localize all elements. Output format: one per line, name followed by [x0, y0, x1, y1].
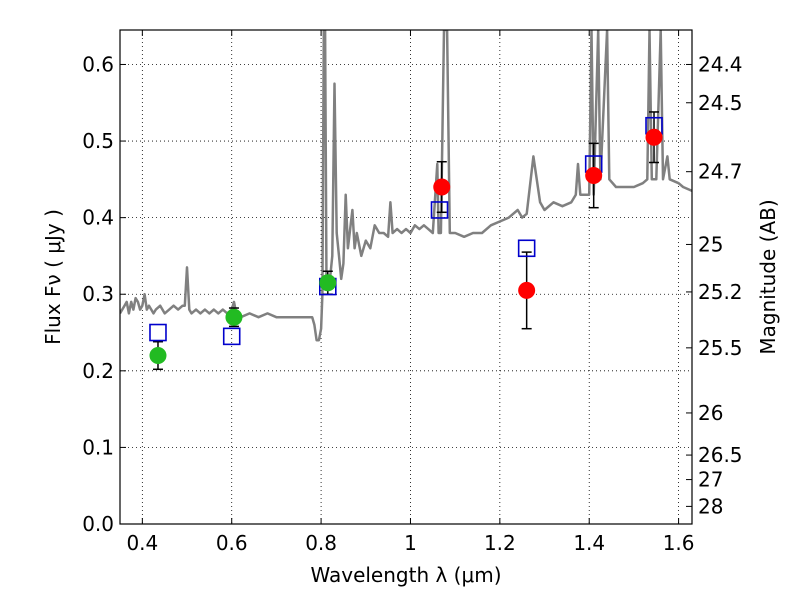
- x-tick-label: 1.2: [484, 531, 516, 555]
- right-tick-label: 25.2: [698, 280, 743, 304]
- y-axis-label: Flux Fν ( μJy ): [41, 209, 65, 345]
- x-tick-label: 1.4: [573, 531, 605, 555]
- right-tick-label: 24.5: [698, 91, 743, 115]
- ticks: 0.4 0.6 0.8 1 1.2 1.4 1.6 0.0 0.1 0.2 0.3 0.4 0.5 0.6…: [82, 30, 743, 555]
- model-flux-square: [222, 327, 241, 346]
- model-flux-square: [517, 239, 536, 258]
- model-spectrum-line: [120, 30, 692, 342]
- observed-flux-point: [149, 347, 167, 365]
- right-tick-label: 26.5: [698, 443, 743, 467]
- y-tick-label: 0.4: [82, 206, 114, 230]
- observed-flux-point: [585, 167, 603, 185]
- right-tick-label: 26: [698, 401, 723, 425]
- x-tick-label: 0.6: [216, 531, 248, 555]
- y-tick-label: 0.3: [82, 282, 114, 306]
- y-tick-label: 0.5: [82, 129, 114, 153]
- x-tick-label: 0.4: [126, 531, 158, 555]
- y-tick-label: 0.6: [82, 52, 114, 76]
- observed-flux-point: [433, 178, 451, 196]
- plot-frame: [119, 29, 693, 525]
- model-flux-square: [430, 201, 449, 219]
- markers: [149, 116, 663, 365]
- x-axis-label: Wavelength λ (μm): [310, 563, 501, 587]
- data-layer: [120, 30, 692, 342]
- y-tick-label: 0.0: [82, 512, 114, 536]
- y-tick-label: 0.2: [82, 359, 114, 383]
- right-tick-label: 28: [698, 494, 723, 518]
- x-tick-label: 1.6: [663, 531, 695, 555]
- observed-flux-point: [645, 128, 663, 146]
- right-tick-label: 25: [698, 232, 723, 256]
- model-flux-square: [149, 323, 167, 342]
- grid: [120, 30, 692, 525]
- right-tick-label: 27: [698, 468, 723, 492]
- error-bars: [152, 111, 660, 371]
- observed-flux-point: [319, 274, 337, 292]
- right-tick-label: 24.4: [698, 52, 743, 76]
- observed-flux-point: [225, 308, 243, 326]
- y-tick-label: 0.1: [82, 435, 114, 459]
- x-tick-label: 0.8: [305, 531, 337, 555]
- right-tick-label: 25.5: [698, 336, 743, 360]
- right-tick-label: 24.7: [698, 160, 743, 184]
- right-axis-label: Magnitude (AB): [756, 199, 780, 354]
- x-tick-label: 1: [404, 531, 417, 555]
- observed-flux-point: [518, 281, 536, 299]
